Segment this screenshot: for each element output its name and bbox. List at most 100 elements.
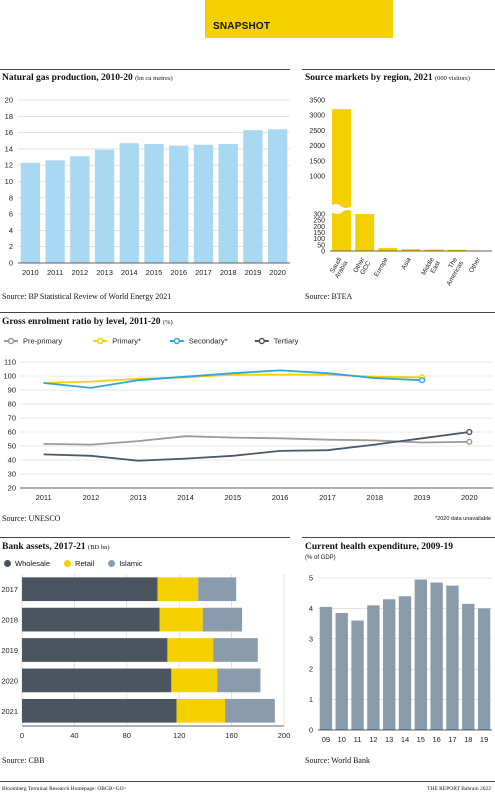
x-tick-label-line: The [447, 256, 459, 270]
footer-right: THE REPORT Bahrain 2022 [427, 786, 491, 792]
y-tick-label: 20 [5, 96, 13, 105]
x-tick-label: 2016 [272, 493, 289, 502]
x-tick-label: 200 [278, 731, 291, 740]
y-tick-label: 2020 [1, 676, 18, 685]
y-tick-label: 90 [8, 386, 16, 395]
y-tick-label: 10 [5, 177, 13, 186]
bar [355, 214, 375, 251]
y-tick-label: 70 [8, 414, 16, 423]
x-tick-label: 2012 [83, 493, 100, 502]
x-tick-label: 2017 [319, 493, 336, 502]
enrolment-note: *2020 data unavailable [435, 516, 491, 522]
x-tick-label: 160 [225, 731, 238, 740]
legend-dot [4, 560, 11, 567]
y-tick-label: 200 [313, 224, 325, 231]
x-tick-label: 2013 [130, 493, 147, 502]
bar [169, 145, 189, 263]
y-tick-label: 50 [8, 442, 16, 451]
x-tick-label: 13 [385, 735, 393, 744]
y-tick-label: 4 [9, 226, 13, 235]
x-tick-label: 2020 [461, 493, 478, 502]
bar [477, 608, 491, 730]
y-tick-label: 1500 [309, 158, 325, 165]
x-tick-label: 2016 [170, 268, 187, 277]
y-tick-label: 2500 [309, 128, 325, 135]
x-tick-label: 2020 [269, 268, 286, 277]
legend-marker [7, 337, 15, 345]
bar [424, 249, 444, 251]
bar [70, 156, 90, 263]
bar-segment [22, 698, 177, 723]
bar [401, 249, 421, 251]
bar-segment [213, 638, 258, 662]
bar-segment [22, 607, 160, 632]
legend-label: Retail [75, 559, 95, 568]
x-tick-label: 2019 [245, 268, 262, 277]
legend-dot [108, 560, 116, 567]
bar-segment [22, 638, 168, 662]
x-tick-label: 2010 [22, 268, 39, 277]
x-tick-label: 2019 [414, 493, 431, 502]
section-rule [0, 69, 290, 70]
y-tick-label: 12 [5, 161, 13, 170]
bar [335, 612, 348, 730]
x-tick-label: TheAmericas [439, 256, 465, 287]
section-rule [0, 312, 495, 313]
x-tick-label: 2014 [121, 268, 138, 277]
legend-label: Primary* [112, 337, 141, 346]
x-tick-label: 2011 [47, 268, 63, 277]
y-tick-label: 100 [3, 372, 16, 381]
x-tick-label: 2015 [225, 493, 242, 502]
legend-marker [96, 337, 104, 345]
bar [20, 162, 41, 263]
bank-chart-title: Bank assets, 2017-21 (BD bn) [2, 542, 110, 552]
x-tick-label: 19 [480, 735, 488, 744]
y-tick-label: 2 [9, 242, 13, 251]
health-chart-title: Current health expenditure, 2009-19 [305, 542, 453, 552]
bar [218, 144, 238, 263]
x-tick-label: 40 [70, 731, 78, 740]
x-tick-label: Asia [400, 256, 413, 271]
bar-segment [202, 607, 243, 632]
bar [462, 603, 475, 730]
y-tick-label: 18 [5, 112, 13, 121]
bank-source: Source: CBB [2, 756, 45, 765]
y-tick-label: 100 [313, 236, 325, 243]
x-tick-label: Europe [373, 256, 390, 278]
x-tick-label: 120 [173, 731, 186, 740]
y-tick-label: 1 [309, 695, 313, 704]
x-tick-label-line: Asia [400, 256, 413, 271]
y-tick-label: 0 [321, 249, 325, 256]
y-tick-label: 2 [309, 665, 313, 674]
y-tick-label: 80 [8, 400, 16, 409]
snapshot-banner: SNAPSHOT [205, 0, 393, 38]
x-tick-label: 15 [417, 735, 425, 744]
legend-marker [173, 337, 181, 345]
bar-segment [157, 577, 199, 602]
bank-legend: Wholesale Retail Islamic [4, 559, 143, 568]
footer-left: Bloomberg Terminal Research Homepage: OB… [2, 786, 127, 792]
y-tick-label: 6 [9, 210, 13, 219]
legend-item: Retail [64, 559, 94, 568]
enrolment-chart-title: Gross enrolment ratio by level, 2011-20 … [2, 317, 173, 327]
y-tick-label: 4 [309, 604, 313, 613]
x-tick-label-line: Other [468, 256, 483, 274]
y-tick-label: 20 [8, 484, 16, 493]
series-end-marker [418, 377, 426, 384]
bar [144, 144, 164, 263]
axis-break-mark [331, 204, 353, 214]
gas-chart-title: Natural gas production, 2010-20 (bn cu m… [2, 73, 173, 83]
bar-segment [22, 668, 172, 693]
x-tick-label: 2017 [195, 268, 212, 277]
tourism-chart-title: Source markets by region, 2021 (000 visi… [305, 73, 470, 83]
y-tick-label: 110 [4, 358, 16, 367]
bar [332, 109, 352, 252]
y-tick-label: 16 [5, 128, 13, 137]
bar [383, 599, 396, 730]
series-end-marker [466, 428, 473, 436]
bar-segment [198, 577, 237, 602]
y-tick-label: 3 [309, 634, 313, 643]
x-tick-label: 2018 [220, 268, 237, 277]
